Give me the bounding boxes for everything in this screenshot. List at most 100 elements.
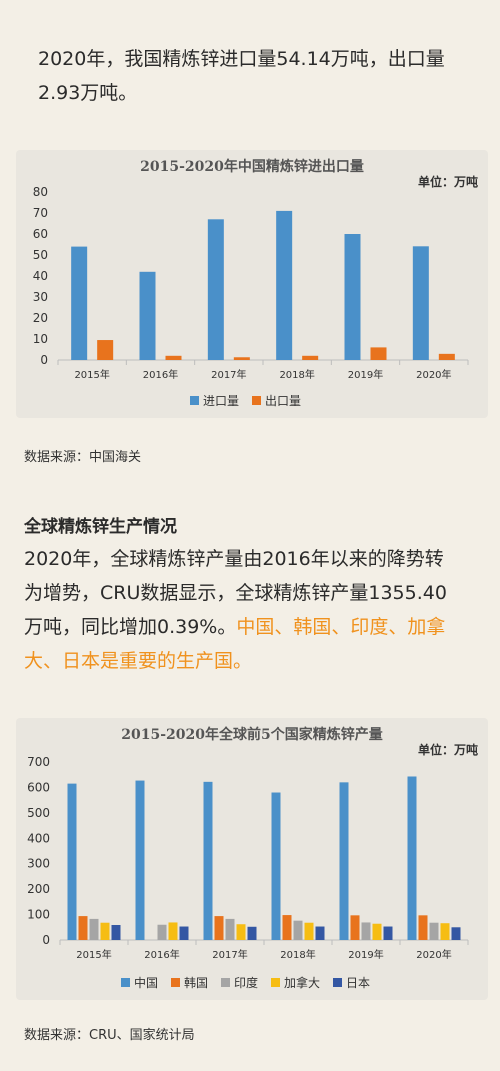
intro-line-2: 2.93万吨。 — [38, 82, 138, 104]
bar-中国-2017年 — [203, 781, 213, 940]
x-tick-label: 2016年 — [144, 948, 179, 961]
legend-label: 印度 — [234, 975, 258, 990]
y-tick-label: 100 — [27, 908, 50, 922]
bar-中国-2015年 — [67, 783, 77, 940]
section-2-line-3-plain: 万吨，同比增加0.39%。 — [24, 616, 237, 638]
bar-出口量-2015年 — [97, 340, 114, 360]
chart-title: 2015-2020年全球前5个国家精炼锌产量 — [121, 726, 382, 743]
x-tick-label: 2017年 — [211, 368, 246, 381]
x-tick-label: 2018年 — [280, 948, 315, 961]
bar-日本-2019年 — [383, 926, 393, 940]
bar-韩国-2015年 — [78, 916, 88, 940]
bar-进口量-2016年 — [139, 271, 156, 360]
legend-label: 进口量 — [203, 394, 239, 408]
bar-日本-2015年 — [111, 924, 121, 940]
bar-韩国-2020年 — [418, 915, 428, 940]
bar-中国-2018年 — [271, 792, 281, 940]
section-2-paragraph: 2020年，全球精炼锌产量由2016年以来的降势转 为增势，CRU数据显示，全球… — [24, 542, 484, 678]
bar-进口量-2018年 — [276, 210, 293, 360]
bar-中国-2019年 — [339, 782, 349, 940]
chart-2-source: 数据来源：CRU、国家统计局 — [24, 1028, 195, 1043]
x-tick-label: 2018年 — [279, 368, 314, 381]
legend-label: 韩国 — [184, 975, 208, 990]
x-tick-label: 2015年 — [74, 368, 109, 381]
legend-swatch-印度 — [221, 978, 230, 987]
chart-1-card: 2015-2020年中国精炼锌进出口量单位：万吨 0 10 20 30 40 50 60 70 8… — [16, 150, 488, 418]
legend-swatch-出口量 — [252, 396, 261, 405]
bar-日本-2017年 — [247, 926, 257, 940]
bar-出口量-2016年 — [165, 355, 182, 360]
x-tick-label: 2016年 — [143, 368, 178, 381]
bar-进口量-2020年 — [412, 246, 429, 360]
bar-出口量-2020年 — [438, 353, 455, 360]
legend-swatch-进口量 — [190, 396, 199, 405]
chart-1-source: 数据来源：中国海关 — [24, 450, 142, 465]
y-tick-label: 80 — [33, 185, 48, 199]
bar-韩国-2017年 — [214, 916, 224, 940]
bar-印度-2016年 — [157, 924, 167, 940]
legend-swatch-韩国 — [171, 978, 180, 987]
legend-label: 中国 — [134, 975, 158, 990]
chart-unit: 单位：万吨 — [418, 742, 478, 757]
section-2-line-1: 2020年，全球精炼锌产量由2016年以来的降势转 — [24, 548, 444, 570]
y-tick-label: 700 — [27, 755, 50, 769]
y-tick-label: 20 — [33, 311, 48, 325]
y-tick-label: 30 — [33, 290, 48, 304]
section-2-line-3: 万吨，同比增加0.39%。中国、韩国、印度、加拿 — [24, 610, 484, 644]
legend-swatch-日本 — [333, 978, 342, 987]
bar-中国-2020年 — [407, 776, 417, 940]
bar-加拿大-2017年 — [236, 924, 246, 940]
bar-进口量-2015年 — [71, 246, 88, 360]
bar-加拿大-2018年 — [304, 922, 314, 940]
x-tick-label: 2019年 — [348, 948, 383, 961]
chart-title: 2015-2020年中国精炼锌进出口量 — [140, 158, 364, 175]
section-2-line-4-highlight: 大、日本是重要的生产国。 — [24, 650, 253, 672]
bar-加拿大-2019年 — [372, 923, 382, 940]
bar-印度-2018年 — [293, 920, 303, 940]
bar-出口量-2017年 — [233, 357, 250, 360]
x-tick-label: 2020年 — [416, 948, 451, 961]
y-tick-label: 300 — [27, 857, 50, 871]
y-tick-label: 60 — [33, 227, 48, 241]
y-tick-label: 10 — [33, 332, 48, 346]
y-tick-label: 50 — [33, 248, 48, 262]
y-tick-label: 400 — [27, 831, 50, 845]
x-tick-label: 2015年 — [76, 948, 111, 961]
chart-unit: 单位：万吨 — [418, 174, 478, 189]
bar-印度-2019年 — [361, 922, 371, 940]
bar-韩国-2019年 — [350, 915, 360, 940]
intro-line-1: 2020年，我国精炼锌进口量54.14万吨，出口量 — [38, 48, 445, 70]
y-tick-label: 0 — [42, 933, 50, 947]
legend-label: 日本 — [346, 976, 370, 990]
bar-中国-2016年 — [135, 780, 145, 940]
bar-印度-2015年 — [89, 918, 99, 940]
bar-进口量-2019年 — [344, 234, 361, 360]
bar-日本-2020年 — [451, 927, 461, 940]
legend-swatch-加拿大 — [271, 978, 280, 987]
bar-印度-2017年 — [225, 918, 235, 940]
legend-swatch-中国 — [121, 978, 130, 987]
chart-2-card: 2015-2020年全球前5个国家精炼锌产量单位：万吨 0 100 200 300 400… — [16, 718, 488, 1000]
x-tick-label: 2020年 — [416, 368, 451, 381]
bar-进口量-2017年 — [207, 219, 224, 360]
y-tick-label: 0 — [40, 353, 48, 367]
section-2-line-3-highlight: 中国、韩国、印度、加拿 — [236, 616, 446, 638]
bar-加拿大-2020年 — [440, 923, 450, 940]
legend-label: 加拿大 — [284, 975, 320, 990]
bar-日本-2016年 — [179, 926, 189, 940]
bar-日本-2018年 — [315, 926, 325, 940]
y-tick-label: 200 — [27, 882, 50, 896]
y-tick-label: 500 — [27, 806, 50, 820]
y-tick-label: 40 — [33, 269, 48, 283]
intro-paragraph: 2020年，我国精炼锌进口量54.14万吨，出口量 2.93万吨。 — [38, 42, 470, 110]
y-tick-label: 600 — [27, 780, 50, 794]
y-tick-label: 70 — [33, 206, 48, 220]
bar-出口量-2019年 — [370, 347, 387, 360]
bar-加拿大-2016年 — [168, 922, 178, 940]
legend-label: 出口量 — [265, 394, 301, 408]
bar-加拿大-2015年 — [100, 922, 110, 940]
x-tick-label: 2017年 — [212, 948, 247, 961]
bar-韩国-2018年 — [282, 915, 292, 940]
x-tick-label: 2019年 — [348, 368, 383, 381]
